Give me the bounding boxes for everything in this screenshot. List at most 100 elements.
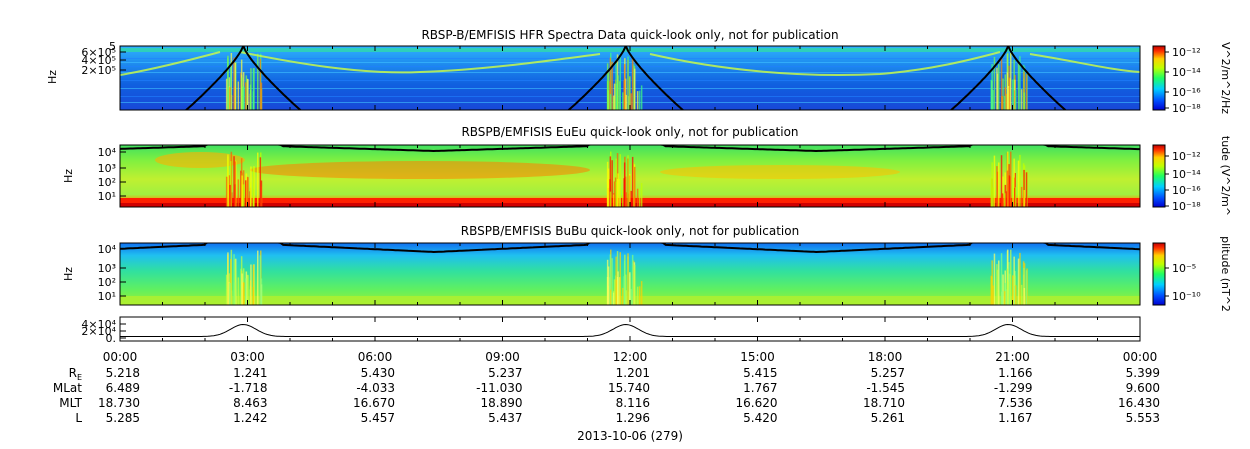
burst-stripe [623, 178, 625, 207]
x-tick-label: 12:00 [613, 350, 648, 364]
burst-stripe [260, 278, 263, 305]
ephemeris-value: 5.437 [488, 411, 522, 425]
ephemeris-value: -1.718 [229, 381, 268, 395]
colorbar-1 [1152, 45, 1166, 111]
burst-stripe [615, 279, 617, 305]
ephemeris-value: 18.710 [863, 396, 905, 410]
burst-stripe [247, 79, 249, 110]
ephemeris-value: 1.241 [233, 366, 267, 380]
burst-stripe [1012, 177, 1014, 207]
burst-stripe [1012, 275, 1014, 305]
burst-stripe [636, 286, 639, 305]
burst-stripe [1015, 187, 1017, 207]
y-tick-label: 10³ [98, 162, 116, 175]
ephemeris-row-label: MLT [59, 396, 82, 410]
burst-stripe [1023, 169, 1025, 207]
burst-stripe [634, 166, 636, 207]
y-tick-label: 4×10⁴ [81, 318, 116, 331]
burst-stripe [992, 89, 994, 110]
y-tick-label: 0. [106, 332, 117, 345]
burst-stripe [1010, 249, 1012, 305]
burst-stripe [640, 85, 643, 110]
burst-stripe [237, 81, 240, 110]
ephemeris-value: -11.030 [476, 381, 522, 395]
burst-stripe [1017, 62, 1020, 110]
burst-stripe [606, 161, 609, 207]
burst-stripe [629, 174, 631, 207]
burst-stripe [611, 258, 613, 305]
burst-stripe [631, 254, 634, 305]
ephemeris-row-label: L [75, 411, 82, 425]
burst-stripe [993, 155, 996, 207]
y-tick-label: 10¹ [98, 290, 116, 303]
burst-stripe [252, 166, 255, 207]
y-tick-label: 10⁴ [98, 146, 117, 159]
panel3-perigee-bursts [225, 249, 1028, 305]
burst-stripe [1025, 74, 1028, 110]
burst-stripe [616, 81, 619, 110]
y-tick-label: 10² [98, 276, 116, 289]
burst-stripe [1006, 170, 1009, 207]
burst-stripe [260, 180, 263, 207]
burst-stripe [638, 188, 641, 207]
burst-stripe [627, 56, 629, 110]
burst-stripe [638, 286, 641, 305]
date-label: 2013-10-06 (279) [577, 429, 683, 443]
burst-stripe [619, 154, 621, 207]
burst-stripe [241, 77, 243, 110]
burst-stripe [257, 53, 259, 110]
burst-stripe [227, 55, 229, 110]
burst-stripe [634, 68, 636, 110]
burst-stripe [990, 177, 992, 207]
burst-stripe [257, 250, 259, 305]
burst-stripe [631, 156, 634, 207]
burst-stripe [225, 78, 228, 110]
burst-stripe [609, 254, 612, 305]
ephemeris-value: 5.415 [743, 366, 777, 380]
x-tick-label: 21:00 [995, 350, 1030, 364]
burst-stripe [1000, 56, 1003, 110]
x-tick-label: 00:00 [1123, 350, 1158, 364]
x-tick-label: 00:00 [103, 350, 138, 364]
ephemeris-value: 5.553 [1126, 411, 1160, 425]
x-tick-label: 18:00 [868, 350, 903, 364]
ephemeris-value: 16.670 [353, 396, 395, 410]
ephemeris-value: 7.536 [998, 396, 1032, 410]
panel3-title: RBSPB/EMFISIS BuBu quick-look only, not … [461, 224, 799, 238]
burst-stripe [607, 168, 610, 207]
burst-stripe [611, 61, 613, 110]
panel4-line-series [120, 323, 1140, 337]
x-tick-label: 06:00 [358, 350, 393, 364]
colorbar-tick-label: 10⁻¹⁸ [1172, 200, 1201, 213]
panel2-title: RBSPB/EMFISIS EuEu quick-look only, not … [461, 125, 798, 139]
colorbar-tick-label: 10⁻¹² [1172, 46, 1201, 59]
colorbar-3-label: plitude (nT^2 [1219, 236, 1232, 312]
burst-stripe [609, 94, 612, 110]
burst-stripe [230, 161, 232, 207]
burst-stripe [991, 260, 993, 305]
colorbar-ticks: 10⁻¹² 10⁻¹⁴ 10⁻¹⁶ 10⁻¹⁸ 10⁻¹² 10⁻¹⁴ 10⁻¹⁶ 10⁻¹⁸… [1165, 46, 1201, 303]
panel1-ylabel: Hz [46, 70, 59, 84]
burst-stripe [998, 64, 1000, 110]
colorbar-tick-label: 10⁻¹⁴ [1172, 66, 1201, 79]
x-axis-ticks [119, 46, 1141, 341]
burst-stripe [632, 64, 635, 110]
ephemeris-value: -1.545 [866, 381, 905, 395]
burst-stripe [234, 259, 236, 305]
y-tick-label: 2×10⁵ [81, 64, 116, 77]
burst-stripe [613, 181, 616, 207]
burst-stripe [1023, 71, 1025, 110]
panel1-upper-hybrid-trace [120, 51, 1140, 77]
ephemeris-row-label: RE [69, 366, 82, 382]
burst-stripe [1023, 92, 1026, 110]
colorbar-tick-label: 10⁻¹⁰ [1172, 290, 1201, 303]
burst-stripe [632, 260, 635, 305]
ephemeris-value: 1.167 [998, 411, 1032, 425]
colorbar-tick-label: 10⁻¹² [1172, 150, 1201, 163]
colorbar-tick-label: 10⁻⁵ [1172, 262, 1196, 275]
burst-stripe [607, 266, 610, 305]
burst-stripe [1012, 79, 1014, 110]
burst-stripe [252, 264, 255, 305]
ephemeris-value: 5.420 [743, 411, 777, 425]
